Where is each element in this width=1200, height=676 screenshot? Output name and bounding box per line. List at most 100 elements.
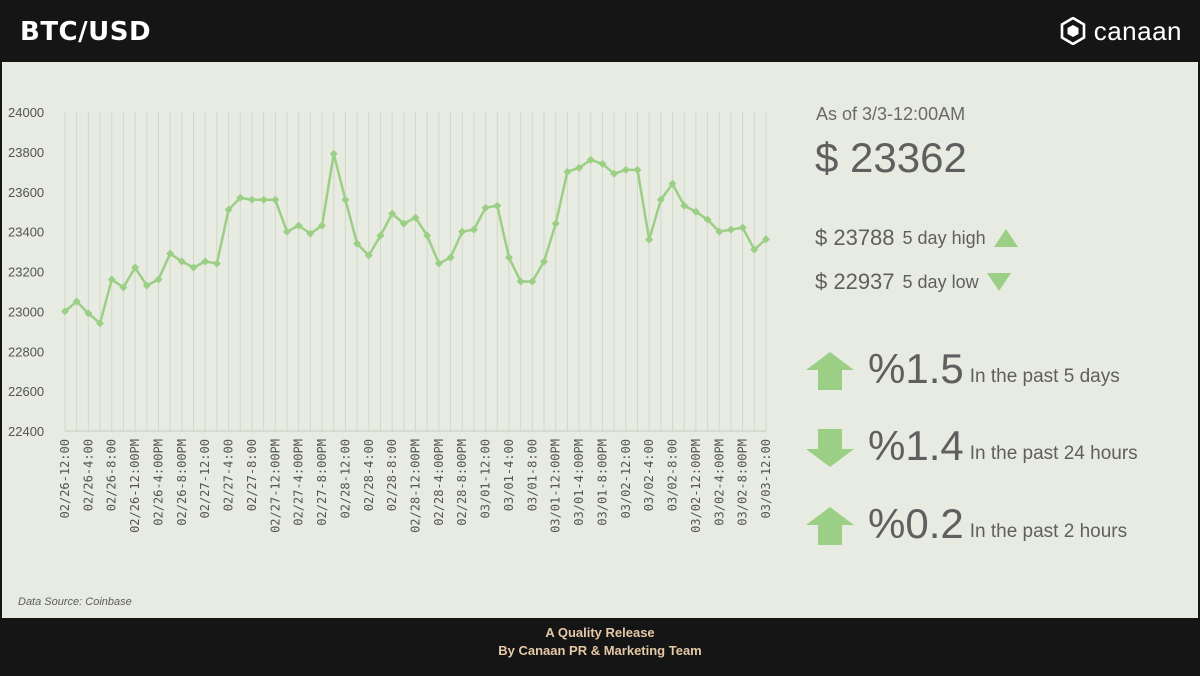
x-tick-label: 02/26-4:00PM: [151, 439, 165, 526]
low-value: $ 22937: [815, 269, 895, 294]
data-point: [621, 165, 630, 174]
as-of-label: As of 3/3-12:00AM: [816, 104, 966, 124]
x-tick-label: 03/02-8:00: [666, 439, 680, 511]
data-point: [563, 167, 572, 176]
footer-line-2: By Canaan PR & Marketing Team: [498, 643, 702, 658]
y-tick-label: 23000: [8, 304, 44, 319]
x-tick-label: 03/01-12:00PM: [549, 439, 563, 533]
data-point: [96, 319, 105, 328]
change-5-days-desc: In the past 5 days: [969, 366, 1120, 387]
y-tick-label: 23200: [8, 265, 44, 280]
data-point: [376, 231, 385, 240]
x-tick-label: 02/26-12:00PM: [128, 439, 142, 533]
change-5-days: %1.5 In the past 5 days: [806, 348, 1120, 390]
data-point: [353, 239, 362, 248]
data-point: [750, 245, 759, 254]
arrow-down-icon: [806, 429, 854, 467]
data-point: [610, 169, 619, 178]
x-tick-label: 03/01-8:00: [525, 439, 539, 511]
data-point: [399, 219, 408, 228]
data-point: [738, 223, 747, 232]
data-point: [598, 159, 607, 168]
footer-line-1: A Quality Release: [545, 625, 655, 640]
y-tick-label: 23600: [8, 185, 44, 200]
x-tick-label: 02/28-8:00PM: [455, 439, 469, 526]
x-tick-label: 03/02-12:00: [619, 439, 633, 518]
data-point: [364, 251, 373, 260]
y-tick-label: 23400: [8, 225, 44, 240]
data-point: [458, 227, 467, 236]
five-day-low: $ 22937 5 day low: [815, 269, 1011, 295]
data-point: [61, 307, 69, 316]
data-point: [668, 179, 677, 188]
x-tick-label: 02/28-4:00: [362, 439, 376, 511]
header-bar: BTC/USD canaan: [0, 0, 1200, 62]
y-tick-label: 22600: [8, 384, 44, 399]
change-2-hours: %0.2 In the past 2 hours: [806, 503, 1127, 545]
change-24-hours: %1.4 In the past 24 hours: [806, 425, 1138, 467]
data-point: [259, 195, 268, 204]
x-tick-label: 03/02-8:00PM: [736, 439, 750, 526]
triangle-down-icon: [986, 273, 1011, 291]
price-line-chart: 22400 22600 22800 23000 23200 23400 23600 23800…: [8, 105, 773, 533]
data-point: [423, 231, 432, 240]
x-tick-label: 02/26-12:00: [58, 439, 72, 518]
data-point: [224, 205, 233, 214]
x-tick-label: 02/28-12:00PM: [409, 439, 423, 533]
data-point: [528, 277, 537, 286]
y-tick-label: 22800: [8, 344, 44, 359]
high-label: 5 day high: [902, 227, 986, 248]
data-point: [446, 253, 455, 262]
x-tick-label: 02/28-8:00: [385, 439, 399, 511]
data-point: [656, 195, 665, 204]
data-point: [177, 257, 186, 266]
y-tick-label: 22400: [8, 424, 44, 439]
x-tick-label: 02/27-12:00PM: [268, 439, 282, 533]
brand-logo: canaan: [1060, 16, 1182, 46]
data-point: [119, 283, 128, 292]
x-tick-label: 02/27-8:00: [245, 439, 259, 511]
data-point: [493, 201, 502, 210]
data-point: [84, 309, 93, 318]
change-5-days-pct: %1.5: [868, 345, 964, 392]
data-point: [341, 195, 350, 204]
high-value: $ 23788: [815, 225, 895, 250]
data-source-note: Data Source: Coinbase: [18, 596, 132, 608]
change-2-hours-pct: %0.2: [868, 500, 964, 547]
data-point: [189, 263, 198, 272]
data-point: [388, 209, 397, 218]
x-tick-label: 02/27-8:00PM: [315, 439, 329, 526]
x-tick-label: 02/28-4:00PM: [432, 439, 446, 526]
five-day-high: $ 23788 5 day high: [815, 225, 1018, 251]
data-point: [247, 195, 256, 204]
x-tick-label: 03/02-4:00PM: [712, 439, 726, 526]
data-point: [540, 257, 549, 266]
data-point: [715, 227, 724, 236]
footer-bar: A Quality Release By Canaan PR & Marketi…: [0, 618, 1200, 676]
y-tick-label: 24000: [8, 105, 44, 120]
x-tick-label: 02/26-4:00: [81, 439, 95, 511]
low-label: 5 day low: [902, 271, 979, 292]
data-point: [282, 227, 291, 236]
arrow-up-icon: [806, 507, 854, 545]
data-point: [306, 229, 315, 238]
canaan-logo-icon: [1060, 17, 1085, 45]
data-point: [575, 163, 584, 172]
data-point: [201, 257, 210, 266]
x-tick-label: 03/01-4:00PM: [572, 439, 586, 526]
x-tick-label: 02/27-4:00: [222, 439, 236, 511]
x-tick-label: 03/03-12:00: [759, 439, 773, 518]
change-24-hours-desc: In the past 24 hours: [969, 443, 1138, 464]
page-title: BTC/USD: [20, 17, 152, 47]
x-tick-label: 02/26-8:00: [105, 439, 119, 511]
data-point: [271, 195, 280, 204]
current-price: $ 23362: [815, 134, 967, 181]
x-tick-label: 02/27-12:00: [198, 439, 212, 518]
data-point: [72, 297, 81, 306]
data-point: [551, 219, 560, 228]
main-panel: [2, 62, 1198, 618]
data-point: [762, 235, 770, 244]
data-point: [411, 213, 420, 222]
x-tick-label: 03/01-12:00: [479, 439, 493, 518]
x-tick-label: 03/02-12:00PM: [689, 439, 703, 533]
